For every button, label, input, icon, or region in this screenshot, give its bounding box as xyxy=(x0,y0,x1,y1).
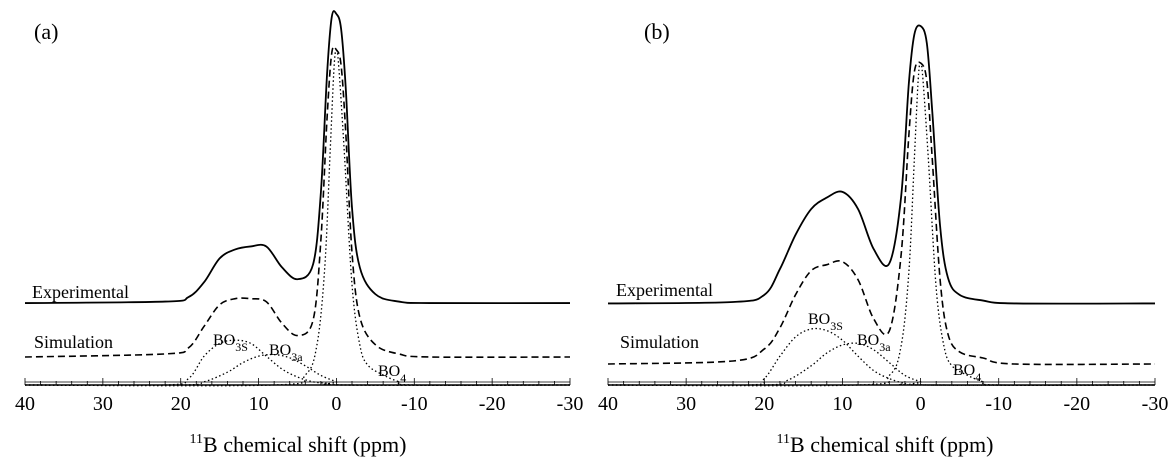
series-line-simulation xyxy=(24,45,571,359)
bo3s-label-main: BO xyxy=(808,311,830,328)
x-tick-label: -20 xyxy=(1064,393,1091,415)
bo3s-label-sub: 3S xyxy=(235,340,248,354)
bo3s-label: BO3S xyxy=(213,332,248,354)
nmr-spectrum-chart-b: (b) Experimental Simulation BO3S BO3a BO… xyxy=(598,19,1169,457)
x-tick-label: -20 xyxy=(479,393,506,415)
x-axis-label-superscript: 11 xyxy=(190,432,203,447)
series-line-experimental xyxy=(24,10,571,305)
series-line-bo4 xyxy=(607,62,1156,387)
x-tick-label: 20 xyxy=(754,393,774,415)
x-tick-label: 40 xyxy=(598,393,618,415)
panel-label: (a) xyxy=(34,19,58,44)
x-tick-label: 40 xyxy=(15,393,35,415)
bo3a-label-main: BO xyxy=(857,332,879,349)
x-tick-label: 20 xyxy=(171,393,191,415)
x-tick-label: 0 xyxy=(331,393,341,415)
x-tick-label: 10 xyxy=(832,393,852,415)
bo3a-label-main: BO xyxy=(269,342,291,359)
x-axis-label: 11B chemical shift (ppm) xyxy=(777,432,994,457)
x-axis-label-text: B chemical shift (ppm) xyxy=(790,432,993,457)
series-line-bo3a xyxy=(24,353,571,386)
x-tick-label: -10 xyxy=(985,393,1012,415)
x-axis-label: 11B chemical shift (ppm) xyxy=(190,432,407,457)
bo4-label: BO4 xyxy=(378,363,406,385)
chart-panel-a: (a) Experimental Simulation BO3S BO3a BO… xyxy=(15,10,584,457)
bo3a-label-sub: 3a xyxy=(291,350,303,364)
x-tick-label: 30 xyxy=(676,393,696,415)
series-line-simulation xyxy=(607,61,1156,366)
bo3s-label: BO3S xyxy=(808,311,843,333)
bo4-label-sub: 4 xyxy=(975,370,981,384)
series-line-bo3a xyxy=(607,342,1156,387)
x-tick-label: -30 xyxy=(1142,393,1169,415)
panel-label: (b) xyxy=(644,19,670,44)
bo3a-label: BO3a xyxy=(857,332,891,354)
experimental-label: Experimental xyxy=(32,282,129,302)
bo3a-label-sub: 3a xyxy=(879,340,891,354)
bo3s-label-main: BO xyxy=(213,332,235,349)
bo4-label-sub: 4 xyxy=(400,371,406,385)
nmr-spectrum-chart-a: (a) Experimental Simulation BO3S BO3a BO… xyxy=(15,10,584,457)
bo3s-label-sub: 3S xyxy=(830,319,843,333)
bo3a-label: BO3a xyxy=(269,342,303,364)
experimental-label: Experimental xyxy=(616,280,713,300)
series-line-experimental xyxy=(607,24,1156,305)
x-tick-label: 30 xyxy=(93,393,113,415)
x-tick-label: 0 xyxy=(916,393,926,415)
x-axis-label-superscript: 11 xyxy=(777,432,790,447)
bo4-label-main: BO xyxy=(378,363,400,380)
bo4-label: BO4 xyxy=(953,362,981,384)
bo4-label-main: BO xyxy=(953,362,975,379)
x-tick-label: -30 xyxy=(557,393,584,415)
x-tick-label: -10 xyxy=(401,393,428,415)
x-tick-label: 10 xyxy=(249,393,269,415)
series-line-bo3s xyxy=(24,339,571,387)
x-axis-label-text: B chemical shift (ppm) xyxy=(203,432,406,457)
simulation-label: Simulation xyxy=(620,332,699,352)
chart-panel-b: (b) Experimental Simulation BO3S BO3a BO… xyxy=(587,0,1175,464)
simulation-label: Simulation xyxy=(34,332,113,352)
